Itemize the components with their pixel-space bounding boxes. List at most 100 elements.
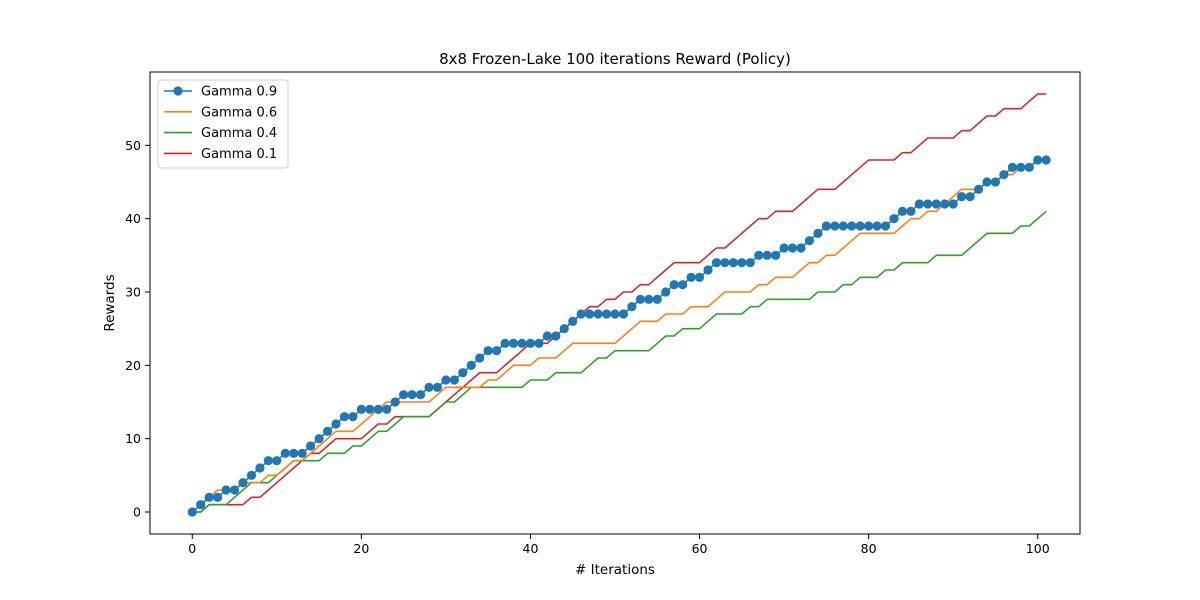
data-point <box>263 456 273 466</box>
data-point <box>1024 162 1034 172</box>
data-point <box>458 368 468 378</box>
data-point <box>635 294 645 304</box>
data-point <box>1033 155 1043 165</box>
data-point <box>576 309 586 319</box>
data-point <box>694 272 705 282</box>
data-point <box>339 412 350 422</box>
data-point <box>627 302 637 312</box>
data-point <box>754 250 764 260</box>
data-point <box>390 397 400 407</box>
data-point <box>720 258 730 268</box>
data-point <box>889 214 899 224</box>
data-point <box>796 243 806 253</box>
data-point <box>880 221 891 231</box>
data-point <box>373 404 383 414</box>
data-point <box>703 265 713 275</box>
series-gamma-0-1-line <box>192 93 1047 513</box>
data-point <box>483 346 493 356</box>
data-point <box>424 382 434 392</box>
data-point <box>356 404 366 414</box>
x-tick-label: 40 <box>523 541 539 556</box>
legend-label: Gamma 0.4 <box>201 126 277 141</box>
data-point <box>441 375 451 385</box>
x-axis-label: # Iterations <box>575 562 655 578</box>
legend-item: Gamma 0.9 <box>164 85 277 100</box>
data-point <box>314 434 324 444</box>
data-point <box>652 294 662 304</box>
data-point <box>322 426 333 436</box>
legend: Gamma 0.9 Gamma 0.6 Gamma 0.4 Gamma 0.1 <box>157 79 289 169</box>
data-point <box>466 360 476 370</box>
data-point <box>906 206 916 216</box>
data-point <box>475 353 485 363</box>
series-gamma-0-9 <box>187 155 1051 517</box>
data-point <box>762 250 772 260</box>
series-gamma-0-6 <box>191 159 1039 513</box>
data-point <box>940 199 950 209</box>
data-point <box>229 485 240 495</box>
data-point <box>779 243 789 253</box>
x-axis: 0 20 40 60 80 100 <box>188 534 1050 556</box>
data-point <box>187 507 197 517</box>
data-point <box>678 280 688 290</box>
data-point <box>745 258 755 268</box>
data-point <box>872 221 882 231</box>
y-tick-label: 50 <box>125 138 141 153</box>
data-point <box>331 419 341 429</box>
series-gamma-0-1 <box>192 93 1047 513</box>
data-point <box>534 338 544 348</box>
axes-frame <box>149 71 1081 535</box>
data-point <box>272 456 282 466</box>
data-point <box>686 272 696 282</box>
data-point <box>213 492 223 502</box>
data-point <box>525 338 536 348</box>
x-tick-label: 0 <box>188 541 196 556</box>
plot-area <box>187 93 1051 517</box>
data-point <box>737 258 747 268</box>
data-point <box>382 404 392 414</box>
data-point <box>830 221 840 231</box>
data-point <box>864 221 874 231</box>
y-tick-label: 10 <box>125 431 141 446</box>
data-point <box>551 331 561 341</box>
data-point <box>931 199 941 209</box>
data-point <box>982 177 992 187</box>
data-point <box>196 500 206 510</box>
data-point <box>432 382 443 392</box>
data-point <box>973 184 984 194</box>
data-point <box>407 390 417 400</box>
data-point <box>297 448 307 458</box>
data-point <box>610 309 620 319</box>
data-point <box>855 221 865 231</box>
data-point <box>948 199 958 209</box>
series-gamma-0-4 <box>192 210 1047 513</box>
data-point <box>399 390 409 400</box>
y-tick-label: 30 <box>125 285 141 300</box>
legend-item: Gamma 0.1 <box>164 147 277 162</box>
y-axis-label: Rewards <box>102 274 118 331</box>
legend-item: Gamma 0.6 <box>164 105 277 120</box>
y-axis: 0 10 20 30 40 50 <box>125 138 150 520</box>
data-point <box>957 192 967 202</box>
data-point <box>559 324 569 334</box>
series-gamma-0-4-line <box>192 210 1047 513</box>
data-point <box>838 221 848 231</box>
data-point <box>585 309 595 319</box>
data-point <box>238 478 248 488</box>
data-point <box>415 390 426 400</box>
data-point <box>348 412 358 422</box>
y-tick-label: 40 <box>125 211 141 226</box>
data-point <box>999 170 1009 180</box>
data-point <box>204 492 214 502</box>
data-point <box>787 243 798 253</box>
data-point <box>661 287 671 297</box>
x-tick-label: 100 <box>1026 541 1050 556</box>
data-point <box>965 192 975 202</box>
data-point <box>221 485 231 495</box>
chart-title: 8x8 Frozen-Lake 100 iterations Reward (P… <box>439 50 791 68</box>
data-point <box>517 338 527 348</box>
data-point <box>644 294 654 304</box>
legend-label: Gamma 0.6 <box>201 105 277 120</box>
data-point <box>568 316 578 326</box>
